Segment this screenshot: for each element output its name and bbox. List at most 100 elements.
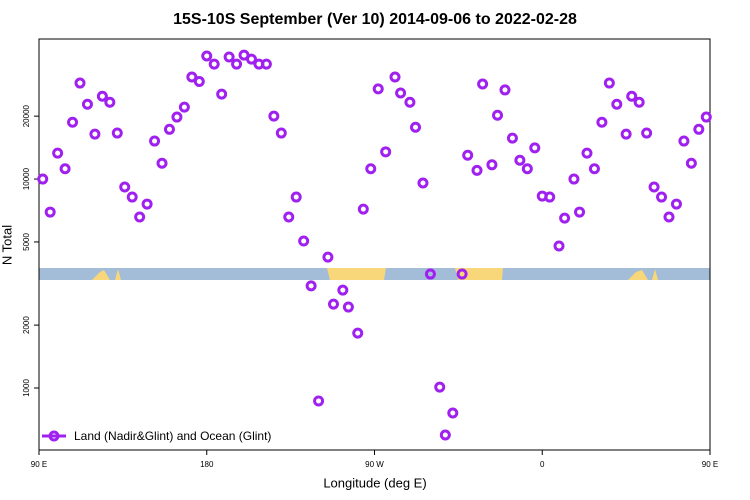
y-tick-label: 1000 bbox=[22, 379, 31, 397]
point bbox=[626, 90, 638, 102]
point bbox=[305, 280, 317, 292]
point bbox=[342, 301, 354, 313]
point bbox=[186, 71, 198, 83]
point bbox=[471, 164, 483, 176]
point bbox=[486, 159, 498, 171]
y-tick-label: 10000 bbox=[22, 167, 31, 190]
point bbox=[134, 211, 146, 223]
point bbox=[260, 58, 272, 70]
legend-label: Land (Nadir&Glint) and Ocean (Glint) bbox=[74, 429, 271, 443]
point bbox=[596, 116, 608, 128]
point bbox=[290, 191, 302, 203]
point bbox=[700, 111, 712, 123]
point bbox=[424, 268, 436, 280]
point bbox=[678, 135, 690, 147]
point bbox=[89, 128, 101, 140]
point bbox=[389, 71, 401, 83]
point bbox=[417, 177, 429, 189]
point bbox=[611, 98, 623, 110]
point bbox=[568, 173, 580, 185]
point bbox=[74, 77, 86, 89]
y-tick-label: 5000 bbox=[22, 233, 31, 251]
point bbox=[149, 135, 161, 147]
point bbox=[544, 191, 556, 203]
x-tick-label: 180 bbox=[200, 460, 214, 469]
point bbox=[648, 181, 660, 193]
point bbox=[693, 123, 705, 135]
plot-frame bbox=[38, 38, 711, 451]
point bbox=[641, 127, 653, 139]
point bbox=[59, 163, 71, 175]
point bbox=[633, 96, 645, 108]
chart-title: 15S-10S September (Ver 10) 2014-09-06 to… bbox=[173, 11, 577, 28]
point bbox=[559, 212, 571, 224]
point bbox=[603, 77, 615, 89]
point bbox=[620, 128, 632, 140]
point bbox=[141, 198, 153, 210]
point bbox=[337, 284, 349, 296]
point bbox=[208, 58, 220, 70]
point bbox=[96, 90, 108, 102]
point bbox=[380, 146, 392, 158]
point bbox=[365, 163, 377, 175]
point bbox=[553, 240, 565, 252]
point bbox=[178, 101, 190, 113]
point bbox=[163, 123, 175, 135]
point bbox=[404, 96, 416, 108]
point bbox=[156, 157, 168, 169]
map-strip bbox=[39, 268, 710, 280]
point bbox=[529, 142, 541, 154]
point bbox=[447, 407, 459, 419]
point bbox=[395, 87, 407, 99]
point bbox=[439, 429, 451, 441]
point bbox=[171, 111, 183, 123]
y-tick-label: 20000 bbox=[22, 104, 31, 127]
point bbox=[104, 96, 116, 108]
legend-marker bbox=[48, 430, 60, 442]
point bbox=[201, 50, 213, 62]
point bbox=[477, 78, 489, 90]
point bbox=[67, 116, 79, 128]
y-axis-label: N Total bbox=[0, 225, 14, 265]
point bbox=[245, 53, 257, 65]
point bbox=[499, 84, 511, 96]
legend: Land (Nadir&Glint) and Ocean (Glint) bbox=[42, 429, 271, 443]
point bbox=[581, 147, 593, 159]
point bbox=[52, 147, 64, 159]
point bbox=[670, 198, 682, 210]
point bbox=[283, 211, 295, 223]
point bbox=[44, 206, 56, 218]
point bbox=[456, 268, 468, 280]
point bbox=[216, 88, 228, 100]
point bbox=[327, 298, 339, 310]
point bbox=[193, 75, 205, 87]
point bbox=[588, 163, 600, 175]
point bbox=[492, 109, 504, 121]
point bbox=[81, 98, 93, 110]
point bbox=[434, 381, 446, 393]
point bbox=[322, 251, 334, 263]
point bbox=[231, 58, 243, 70]
point bbox=[663, 211, 675, 223]
point bbox=[268, 110, 280, 122]
point bbox=[275, 127, 287, 139]
point bbox=[126, 191, 138, 203]
x-tick-label: 90 W bbox=[365, 460, 384, 469]
x-axis-label: Longitude (deg E) bbox=[323, 475, 426, 490]
point bbox=[223, 51, 235, 63]
point bbox=[685, 157, 697, 169]
point bbox=[656, 191, 668, 203]
point bbox=[574, 206, 586, 218]
point bbox=[521, 163, 533, 175]
point bbox=[462, 149, 474, 161]
point bbox=[37, 173, 49, 185]
point bbox=[506, 132, 518, 144]
y-tick-label: 2000 bbox=[22, 316, 31, 334]
x-tick-label: 90 E bbox=[702, 460, 718, 469]
point bbox=[298, 235, 310, 247]
point bbox=[119, 181, 131, 193]
point bbox=[514, 154, 526, 166]
point bbox=[352, 327, 364, 339]
